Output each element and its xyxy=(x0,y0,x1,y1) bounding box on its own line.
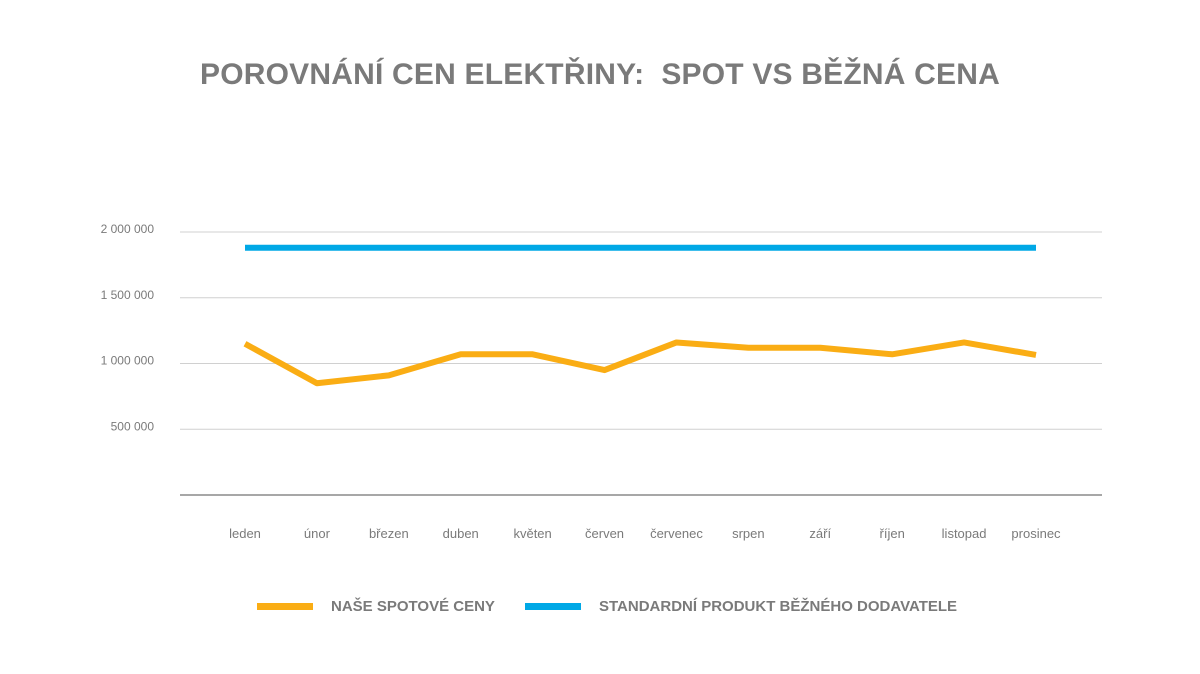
legend-label-standard: STANDARDNÍ PRODUKT BĚŽNÉHO DODAVATELE xyxy=(599,598,958,615)
legend-item-standard: STANDARDNÍ PRODUKT BĚŽNÉHO DODAVATELE xyxy=(525,598,957,615)
x-tick-label: únor xyxy=(304,526,331,541)
y-axis-ticks: 500 000 1 000 000 1 500 000 2 000 000 xyxy=(101,222,155,433)
x-tick-label: březen xyxy=(369,526,409,541)
x-tick-label: září xyxy=(809,526,831,541)
x-tick-label: leden xyxy=(229,526,261,541)
legend-label-spot: NAŠE SPOTOVÉ CENY xyxy=(331,598,495,615)
gridlines xyxy=(180,231,1102,496)
y-tick-label: 1 500 000 xyxy=(101,288,155,302)
x-tick-label: prosinec xyxy=(1011,526,1061,541)
legend-swatch-standard xyxy=(525,603,581,610)
x-tick-label: květen xyxy=(513,526,551,541)
series-lines xyxy=(243,244,1037,387)
chart-title: POROVNÁNÍ CEN ELEKTŘINY: SPOT VS BĚŽNÁ C… xyxy=(200,58,1000,91)
legend-item-spot: NAŠE SPOTOVÉ CENY xyxy=(257,598,495,615)
x-tick-label: srpen xyxy=(732,526,765,541)
y-tick-label: 1 000 000 xyxy=(101,354,155,368)
x-tick-label: duben xyxy=(443,526,479,541)
x-tick-label: listopad xyxy=(942,526,987,541)
series-line-spot xyxy=(243,339,1037,387)
y-tick-label: 2 000 000 xyxy=(101,222,155,236)
legend: NAŠE SPOTOVÉ CENY STANDARDNÍ PRODUKT BĚŽ… xyxy=(0,598,1200,624)
x-tick-label: červen xyxy=(585,526,624,541)
x-tick-label: červenec xyxy=(650,526,703,541)
x-tick-label: říjen xyxy=(880,526,905,541)
x-axis-ticks: leden únor březen duben květen červen červenec… xyxy=(229,526,1061,541)
y-tick-label: 500 000 xyxy=(111,419,155,433)
legend-swatch-spot xyxy=(257,603,313,610)
